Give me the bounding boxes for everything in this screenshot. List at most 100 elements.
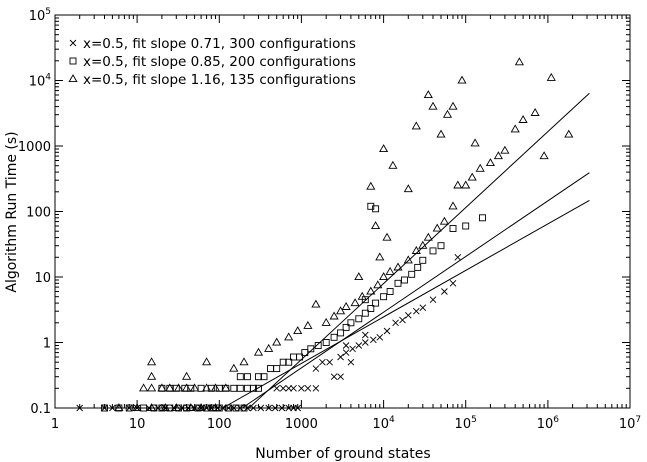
triangle-marker [436,129,446,138]
triangle-marker [388,160,398,169]
square-marker [296,353,304,361]
triangle-marker [239,357,249,366]
square-marker [380,293,388,301]
square-marker [394,279,402,287]
square-marker [419,256,427,264]
legend-cross-marker [69,39,77,47]
square-marker [301,349,309,357]
y-tick-label: 0.1 [30,402,51,417]
cross-marker [330,373,338,381]
triangle-marker [147,371,157,380]
x-tick-label: 105 [455,415,477,432]
square-marker [386,288,394,295]
fit-line [241,172,590,409]
y-tick-label: 104 [29,73,52,90]
triangle-marker [272,337,282,346]
y-tick-label-base: 1000 [18,140,51,155]
square-marker [347,319,355,327]
triangle-marker [375,252,385,261]
y-tick-label-base: 10 [29,9,46,24]
x-tick-label-exponent: 5 [471,415,477,425]
triangle-marker [293,326,303,335]
square-marker [307,345,315,353]
triangle-marker [510,124,520,133]
cross-marker [298,384,305,392]
cross-marker [355,342,363,349]
square-marker [243,373,251,381]
x-tick-label-base: 1000 [285,417,318,432]
triangle-marker [530,107,540,116]
cross-marker [404,311,412,319]
axis-ticks [54,14,631,409]
triangle-marker [448,101,458,110]
triangle-marker [357,291,367,300]
cross-marker [392,319,399,327]
triangle-marker [485,158,495,167]
x-tick-label: 106 [537,415,560,432]
cross-marker [337,353,344,361]
square-marker [285,358,293,366]
y-tick-label: 100 [26,206,51,221]
cross-marker [347,358,355,366]
triangle-marker [371,221,381,230]
square-marker [236,373,244,381]
triangle-marker [428,101,438,110]
cross-marker [454,253,462,261]
cross-marker [279,384,287,392]
x-tick-label: 1000 [285,417,318,432]
legend: x=0.5, fit slope 0.71, 300 configuration… [68,36,356,88]
x-tick-label-exponent: 7 [635,415,641,425]
square-marker [414,263,422,271]
x-axis-label: Number of ground states [255,446,430,462]
square-marker [279,358,287,366]
triangle-marker [202,357,212,366]
triangle-marker [165,383,175,392]
y-tick-label: 10 [34,271,51,286]
cross-marker [337,373,344,381]
triangle-marker [160,403,170,412]
square-marker [429,247,437,255]
legend-triangle-marker [68,74,78,83]
triangle-marker [221,383,231,392]
cross-marker [449,279,457,287]
square-marker [408,270,416,278]
triangle-marker [132,403,142,412]
y-tick-label-base: 10 [29,75,46,90]
x-tick-label: 10 [129,417,146,432]
triangle-marker [393,262,403,271]
triangle-marker [147,357,157,366]
x-tick-label-exponent: 6 [553,415,559,425]
triangle-marker [379,272,389,281]
legend-entry-label: x=0.5, fit slope 0.71, 300 configuration… [83,36,356,52]
square-marker [230,384,238,392]
y-tick-label: 1000 [18,140,51,155]
square-marker [267,365,274,373]
square-marker [367,305,375,312]
triangle-marker [210,403,221,412]
triangle-marker [382,232,392,241]
cross-marker [441,288,448,295]
legend-entry-label: x=0.5, fit slope 1.16, 135 configuration… [83,72,356,88]
triangle-marker [379,144,389,153]
triangle-marker [341,301,351,310]
square-marker [322,339,330,346]
square-marker [479,214,486,222]
triangle-marker [514,57,524,66]
y-tick-label-exponent: 5 [45,7,51,17]
x-tick-label-base: 10 [619,417,636,432]
triangle-marker [475,163,485,172]
x-tick-label: 107 [619,415,641,432]
y-tick-label: 1 [43,337,51,352]
square-marker [337,329,345,337]
square-marker [462,222,470,230]
triangle-marker [403,255,413,264]
cross-marker [326,358,333,366]
cross-marker [342,349,350,356]
legend-entry-label: x=0.5, fit slope 0.85, 200 configuration… [83,54,356,70]
triangle-marker [321,317,331,326]
x-tick-label: 100 [207,417,232,432]
cross-marker [290,384,297,392]
triangle-marker [190,383,200,392]
cross-marker [361,339,369,346]
